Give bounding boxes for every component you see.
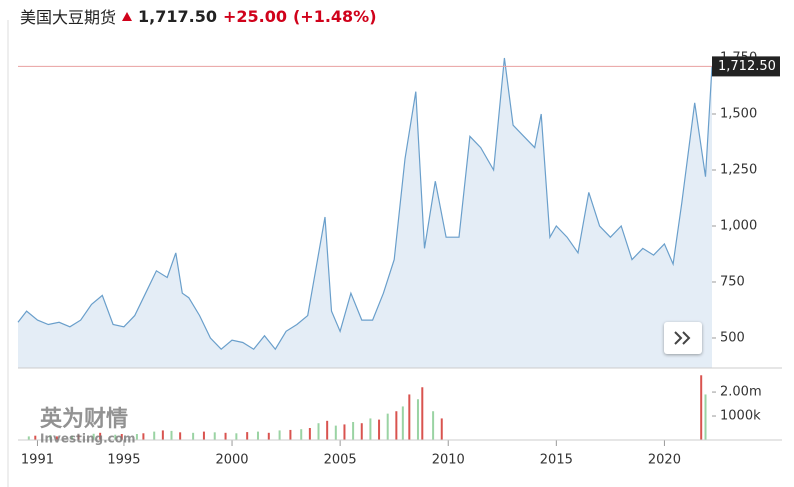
volume-bar [114, 434, 117, 440]
watermark-brand: 英为财情 [40, 406, 128, 432]
volume-bar [170, 430, 173, 440]
volume-bar [386, 413, 389, 440]
volume-bar [326, 420, 329, 440]
volume-bar [202, 431, 205, 440]
volume-bar [369, 418, 372, 440]
volume-bar [71, 435, 74, 440]
volume-bar [49, 435, 52, 440]
price-label: 1,712.50 [718, 59, 776, 74]
volume-bar [27, 436, 30, 440]
x-tick-label: 2020 [648, 453, 681, 468]
volume-bar [153, 431, 156, 440]
y-tick-label: 750 [720, 274, 745, 289]
x-tick-label: 1995 [107, 453, 140, 468]
quote-header: 美国大豆期货 1,717.50 +25.00 (+1.48%) [20, 4, 377, 28]
volume-bar [213, 432, 216, 440]
volume-bar [352, 422, 355, 440]
y-tick-label: 1,000 [720, 218, 757, 233]
area-fill [18, 58, 712, 368]
volume-bar [704, 394, 707, 440]
volume-bar [317, 423, 320, 440]
volume-bar [142, 433, 145, 440]
volume-bar [246, 432, 249, 440]
volume-bar [334, 425, 337, 440]
volume-bar [289, 429, 292, 440]
volume-bar [408, 394, 411, 440]
y-tick-label: 2.00m [720, 385, 762, 400]
volume-bar [267, 432, 270, 440]
volume-bar [432, 411, 435, 440]
watermark-site: Investing.com [40, 432, 136, 446]
up-arrow [122, 11, 133, 21]
volume-bar [308, 428, 311, 440]
volume-bar [440, 418, 443, 440]
volume-bar [343, 424, 346, 440]
y-tick-label: 1,250 [720, 162, 757, 177]
x-tick-label: 2015 [540, 453, 573, 468]
y-tick-label: 500 [720, 330, 745, 345]
volume-bar [224, 432, 227, 440]
last-price: 1,717.50 [138, 6, 217, 26]
x-tick-label: 1991 [21, 453, 54, 468]
volume-bar [416, 399, 419, 440]
volume-bar [395, 411, 398, 440]
volume-bar [34, 435, 37, 440]
volume-bar [421, 387, 424, 440]
volume-bar [378, 419, 381, 440]
volume-bar [235, 433, 238, 440]
volume-bar [700, 375, 703, 440]
volume-bar [120, 434, 123, 440]
volume-bar [77, 434, 80, 440]
instrument-name: 美国大豆期货 [20, 8, 117, 27]
scroll-right-button[interactable] [664, 322, 702, 354]
price-label-box [712, 56, 780, 77]
volume-bar [179, 432, 182, 440]
volume-bar [192, 432, 195, 440]
volume-bar [99, 432, 102, 440]
change: +25.00 [222, 6, 287, 26]
chevrons-icon [674, 331, 691, 345]
volume-bar [92, 433, 95, 440]
volume-bar [360, 423, 363, 440]
volume-bar [300, 429, 303, 440]
volume-bar [256, 431, 259, 440]
x-tick-label: 2005 [324, 453, 357, 468]
volume-bar [55, 436, 58, 440]
y-tick-label: 1000k [720, 409, 761, 424]
price-line [17, 57, 713, 351]
volume-bar [161, 430, 164, 440]
x-tick-label: 2010 [432, 453, 465, 468]
y-tick-label: 1,500 [720, 106, 757, 121]
volume-bar [135, 434, 138, 440]
volume-bar [278, 430, 281, 440]
change-pct: (+1.48%) [292, 6, 377, 26]
volume-bar [401, 406, 404, 440]
x-tick-label: 2000 [215, 453, 248, 468]
